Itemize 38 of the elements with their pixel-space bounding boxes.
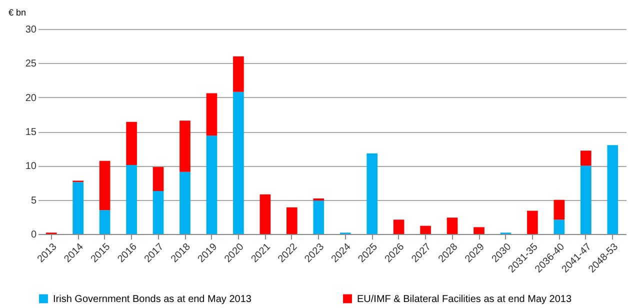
bar bbox=[152, 167, 164, 191]
y-tick-label: 30 bbox=[25, 24, 37, 36]
bar bbox=[313, 198, 324, 201]
bar bbox=[99, 210, 110, 234]
bar bbox=[180, 172, 190, 234]
y-tick-label: 20 bbox=[25, 92, 37, 104]
bar bbox=[474, 227, 484, 234]
bar bbox=[286, 207, 298, 234]
bar bbox=[152, 190, 164, 234]
bar bbox=[126, 122, 137, 165]
y-axis-title: € bn bbox=[8, 8, 26, 18]
bar bbox=[233, 56, 244, 92]
y-tick-label: 15 bbox=[25, 127, 37, 138]
bar bbox=[446, 218, 458, 234]
bar bbox=[313, 200, 324, 234]
bar bbox=[554, 220, 565, 234]
bar bbox=[99, 160, 110, 210]
y-tick-label: 25 bbox=[25, 58, 37, 70]
y-tick-label: 10 bbox=[25, 161, 37, 172]
bar bbox=[420, 226, 431, 234]
bar bbox=[607, 145, 618, 234]
bar bbox=[527, 210, 538, 234]
bar bbox=[366, 153, 378, 234]
y-tick-label: 5 bbox=[30, 195, 37, 206]
bar bbox=[580, 150, 592, 166]
bar bbox=[72, 182, 84, 234]
bar bbox=[206, 136, 218, 234]
bar bbox=[206, 93, 218, 136]
bar bbox=[180, 120, 190, 172]
y-tick-label: 0 bbox=[30, 230, 37, 240]
bar bbox=[554, 200, 565, 220]
legend-label: Irish Government Bonds as at end May 2013 bbox=[53, 294, 252, 305]
bar bbox=[580, 166, 592, 234]
bar bbox=[126, 164, 137, 234]
bar bbox=[233, 92, 244, 234]
legend-label: EU/IMF & Bilateral Facilities as at end May 2013 bbox=[357, 294, 572, 305]
bar bbox=[260, 194, 271, 234]
bar bbox=[393, 220, 404, 234]
